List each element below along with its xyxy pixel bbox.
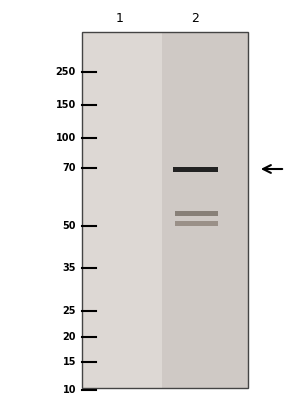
Text: 15: 15	[62, 357, 76, 367]
Bar	[82, 32, 248, 388]
Bar	[175, 211, 218, 216]
Text: 70: 70	[62, 163, 76, 173]
Bar	[175, 221, 218, 226]
Text: 35: 35	[62, 263, 76, 273]
Bar	[173, 167, 218, 172]
Text: 2: 2	[191, 12, 199, 24]
Text: 50: 50	[62, 221, 76, 231]
Text: 100: 100	[56, 133, 76, 143]
Text: 1: 1	[116, 12, 124, 24]
Bar	[82, 32, 162, 388]
Bar	[162, 32, 248, 388]
Text: 250: 250	[56, 67, 76, 77]
Text: 20: 20	[62, 332, 76, 342]
Text: 150: 150	[56, 100, 76, 110]
Text: 25: 25	[62, 306, 76, 316]
Text: 10: 10	[62, 385, 76, 395]
